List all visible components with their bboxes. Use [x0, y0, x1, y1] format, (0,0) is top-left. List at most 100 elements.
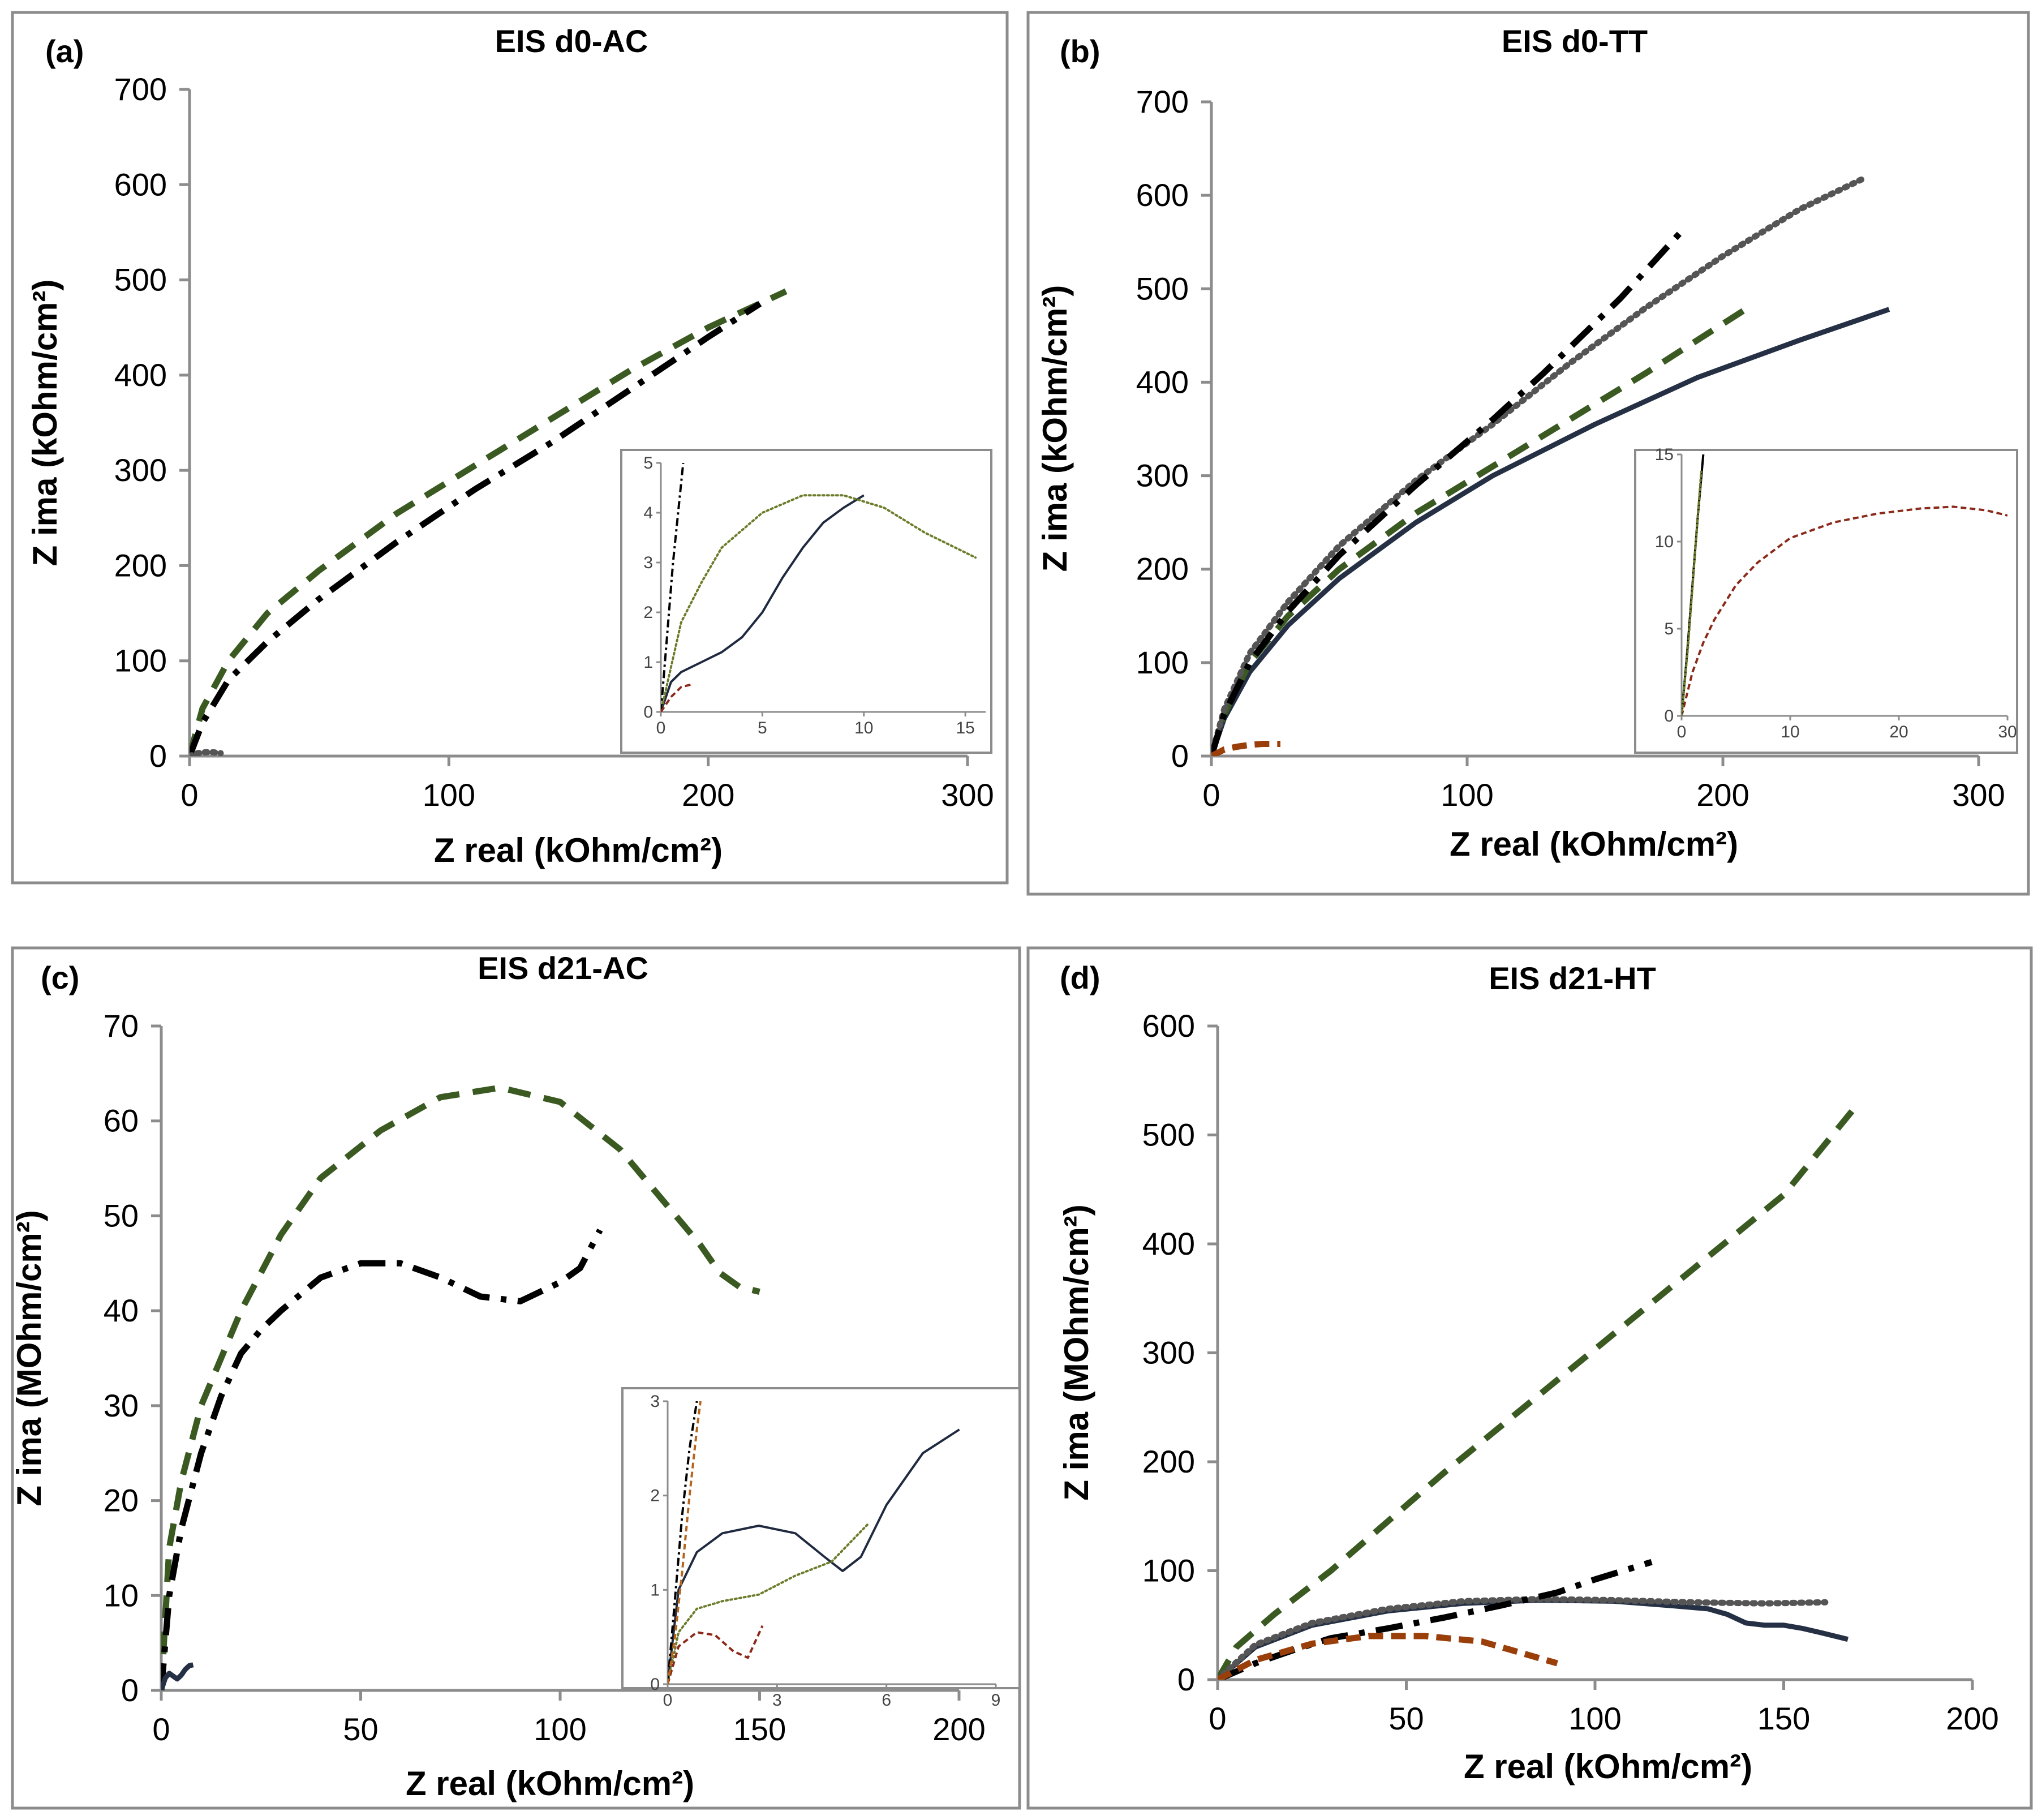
plot-series-group [190, 288, 788, 756]
x-tick-label: 300 [1952, 777, 2005, 813]
inset-x-tick-label: 0 [663, 1691, 673, 1710]
y-axis-title: Z ima (MOhm/cm²) [1057, 1204, 1095, 1500]
y-tick-label: 60 [104, 1103, 139, 1139]
series-line-2 [161, 1229, 603, 1690]
inset-series-line-3 [1682, 470, 1703, 716]
x-tick-label: 0 [180, 777, 198, 813]
inset-series-line-2 [661, 494, 977, 712]
x-axis-title: Z real (kOhm/cm²) [1450, 825, 1738, 863]
x-tick-label: 150 [1757, 1701, 1810, 1736]
x-tick-label: 0 [1209, 1701, 1226, 1736]
inset-y-tick-label: 1 [643, 653, 653, 672]
y-tick-label: 300 [1142, 1335, 1195, 1371]
y-tick-label: 0 [1171, 738, 1189, 774]
panel-label: (b) [1060, 33, 1100, 69]
inset-y-tick-label: 2 [643, 603, 653, 622]
y-tick-label: 100 [114, 643, 167, 679]
y-tick-label: 500 [114, 262, 167, 298]
series-line-4 [1211, 226, 1687, 756]
inset-chart: 0 1 2 3 4 5 0 5 10 15 [620, 449, 992, 754]
inset-series-line-1 [1682, 505, 2007, 716]
inset-y-tick-label: 5 [643, 454, 653, 473]
y-tick-label: 700 [1136, 84, 1189, 119]
inset-x-tick-label: 0 [1677, 723, 1687, 741]
y-tick-label: 400 [114, 357, 167, 393]
inset-series-line-2 [668, 1522, 870, 1684]
inset-x-tick-label: 10 [854, 719, 873, 737]
inset-series-line-4 [661, 683, 692, 712]
series-line-1 [161, 1084, 760, 1690]
series-line-3 [1218, 1596, 1829, 1680]
y-tick-label: 600 [114, 166, 167, 202]
inset-y-tick-label: 1 [650, 1581, 660, 1599]
y-tick-label: 500 [1142, 1117, 1195, 1153]
y-tick-label: 200 [1142, 1444, 1195, 1479]
inset-y-tick-label: 4 [643, 504, 653, 522]
inset-x-tick-label: 5 [758, 719, 767, 737]
inset-series-line-3 [661, 463, 685, 712]
inset-y-tick-label: 15 [1655, 445, 1674, 464]
x-tick-label: 0 [152, 1711, 170, 1747]
y-tick-label: 600 [1142, 1008, 1195, 1044]
inset-x-tick-label: 15 [956, 719, 974, 737]
x-tick-label: 50 [1388, 1701, 1424, 1736]
inset-frame [621, 1387, 1021, 1689]
x-tick-label: 50 [343, 1711, 378, 1747]
inset-y-tick-label: 0 [1664, 707, 1674, 726]
series-line-4 [1218, 1559, 1653, 1680]
plot-series-group [1218, 1100, 1862, 1680]
y-tick-label: 100 [1136, 645, 1189, 680]
inset-y-tick-label: 10 [1655, 533, 1674, 551]
y-tick-label: 50 [104, 1197, 139, 1233]
series-line-5 [1211, 741, 1280, 756]
inset-x-tick-label: 0 [656, 719, 666, 737]
series-line-1 [1218, 1100, 1862, 1680]
x-tick-label: 100 [534, 1711, 586, 1747]
inset-series-line-3 [668, 1625, 764, 1684]
y-tick-label: 300 [114, 452, 167, 488]
x-tick-label: 200 [1696, 777, 1749, 813]
x-tick-label: 100 [1568, 1701, 1621, 1736]
chart-title: EIS d0-TT [1502, 23, 1648, 59]
inset-x-tick-label: 20 [1889, 723, 1908, 741]
x-tick-label: 100 [423, 777, 475, 813]
inset-x-tick-label: 10 [1781, 723, 1799, 741]
x-tick-label: 200 [932, 1711, 985, 1747]
y-axis-title: Z ima (kOhm/cm²) [1036, 285, 1074, 572]
y-tick-label: 10 [104, 1577, 139, 1613]
series-line-3 [190, 749, 224, 756]
inset-series-line-4 [668, 1401, 698, 1684]
y-tick-label: 0 [149, 738, 167, 774]
panel-label: (a) [45, 33, 84, 69]
inset-y-tick-label: 2 [650, 1487, 660, 1505]
inset-x-tick-label: 9 [991, 1691, 1001, 1710]
y-tick-label: 40 [104, 1293, 139, 1328]
x-axis-title: Z real (kOhm/cm²) [406, 1765, 694, 1802]
y-tick-label: 0 [121, 1672, 139, 1708]
y-axis-title: Z ima (MOhm/cm²) [10, 1210, 48, 1506]
series-line-1 [1211, 307, 1890, 756]
y-tick-label: 30 [104, 1388, 139, 1423]
chart-title: EIS d21-HT [1489, 960, 1656, 996]
inset-frame [620, 449, 992, 754]
inset-x-tick-label: 3 [772, 1691, 782, 1710]
inset-y-tick-label: 0 [650, 1675, 660, 1694]
panel-label: (d) [1060, 960, 1100, 995]
x-tick-label: 200 [682, 777, 734, 813]
inset-series-line-5 [668, 1401, 702, 1684]
y-tick-label: 200 [114, 547, 167, 583]
y-tick-label: 70 [104, 1008, 139, 1044]
x-tick-label: 300 [941, 777, 994, 813]
panel-frame [1026, 946, 2033, 1810]
inset-x-tick-label: 30 [1998, 723, 2017, 741]
inset-y-tick-label: 5 [1664, 620, 1674, 638]
panel-label: (c) [41, 960, 79, 995]
y-tick-label: 100 [1142, 1553, 1195, 1589]
plot-series-group [161, 1084, 760, 1690]
y-tick-label: 400 [1136, 364, 1189, 400]
x-tick-label: 100 [1441, 777, 1493, 813]
x-tick-label: 150 [733, 1711, 786, 1747]
